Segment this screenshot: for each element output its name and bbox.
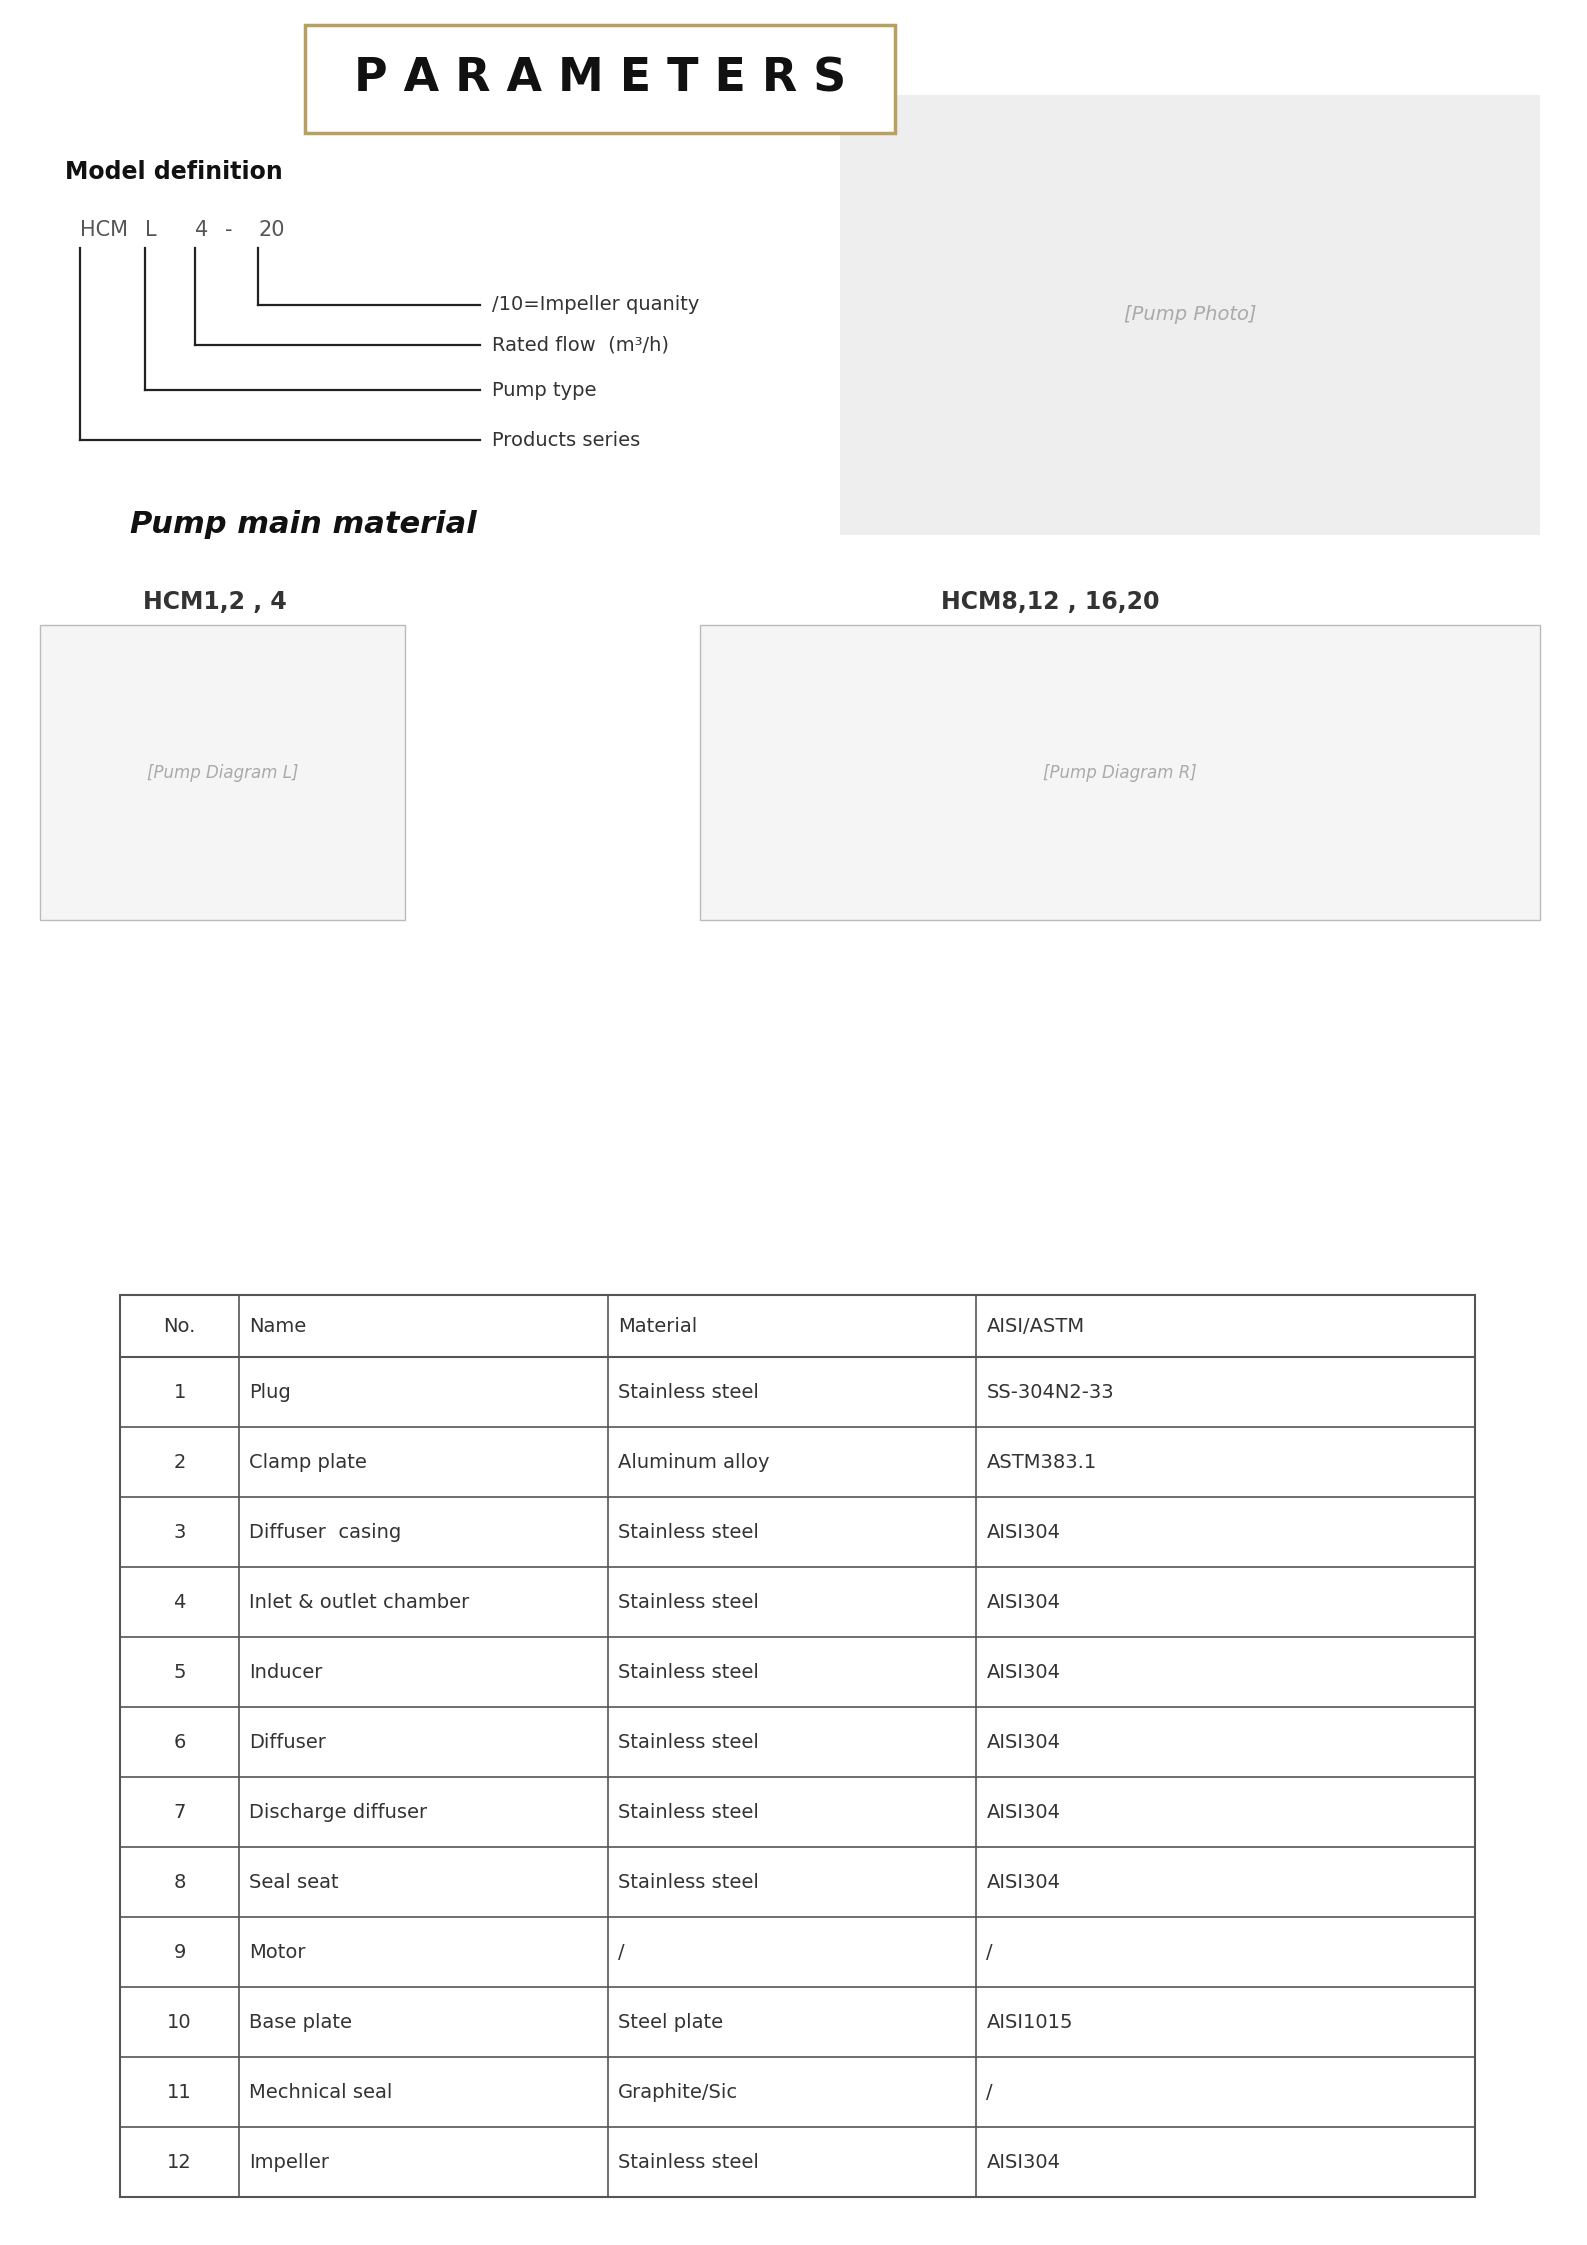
Text: Stainless steel: Stainless steel: [617, 1522, 759, 1542]
Text: 6: 6: [173, 1733, 186, 1751]
Bar: [700, 624, 1539, 920]
Text: No.: No.: [163, 1316, 195, 1336]
Text: Graphite/Sic: Graphite/Sic: [617, 2083, 738, 2101]
Text: 2: 2: [173, 1453, 186, 1470]
Text: /10=Impeller quanity: /10=Impeller quanity: [492, 296, 700, 314]
Text: ASTM383.1: ASTM383.1: [987, 1453, 1097, 1470]
Text: 1: 1: [173, 1383, 186, 1401]
Text: 20: 20: [259, 220, 284, 240]
Text: SS-304N2-33: SS-304N2-33: [987, 1383, 1114, 1401]
Text: P A R A M E T E R S: P A R A M E T E R S: [354, 56, 846, 101]
Text: Name: Name: [249, 1316, 306, 1336]
Text: Material: Material: [617, 1316, 697, 1336]
Text: /: /: [617, 1942, 624, 1962]
Text: /: /: [987, 2083, 993, 2101]
Text: Mechnical seal: Mechnical seal: [249, 2083, 392, 2101]
Text: Stainless steel: Stainless steel: [617, 1592, 759, 1612]
Text: 3: 3: [173, 1522, 186, 1542]
Text: HCM1,2 , 4: HCM1,2 , 4: [143, 590, 287, 613]
Text: Motor: Motor: [249, 1942, 306, 1962]
Text: Diffuser: Diffuser: [249, 1733, 325, 1751]
Text: Plug: Plug: [249, 1383, 290, 1401]
Text: Stainless steel: Stainless steel: [617, 1733, 759, 1751]
Text: Stainless steel: Stainless steel: [617, 1383, 759, 1401]
Text: [Pump Photo]: [Pump Photo]: [1124, 305, 1257, 326]
Text: L: L: [144, 220, 157, 240]
Text: 10: 10: [167, 2012, 192, 2032]
Text: AISI/ASTM: AISI/ASTM: [987, 1316, 1084, 1336]
Text: [Pump Diagram R]: [Pump Diagram R]: [1043, 763, 1197, 781]
Bar: [40, 624, 405, 920]
Text: Clamp plate: Clamp plate: [249, 1453, 367, 1470]
Text: 4: 4: [173, 1592, 186, 1612]
Text: Rated flow  (m³/h): Rated flow (m³/h): [492, 335, 670, 355]
Text: AISI304: AISI304: [987, 1592, 1060, 1612]
Bar: [305, 25, 895, 132]
Text: Stainless steel: Stainless steel: [617, 1872, 759, 1893]
Text: HCM8,12 , 16,20: HCM8,12 , 16,20: [941, 590, 1159, 613]
Text: 11: 11: [167, 2083, 192, 2101]
Text: /: /: [987, 1942, 993, 1962]
Text: Inducer: Inducer: [249, 1664, 322, 1682]
Text: 9: 9: [173, 1942, 186, 1962]
Text: Impeller: Impeller: [249, 2153, 329, 2171]
Text: 4: 4: [195, 220, 208, 240]
Text: Discharge diffuser: Discharge diffuser: [249, 1803, 427, 1821]
Text: Inlet & outlet chamber: Inlet & outlet chamber: [249, 1592, 470, 1612]
Text: AISI304: AISI304: [987, 2153, 1060, 2171]
Text: AISI304: AISI304: [987, 1803, 1060, 1821]
Text: AISI304: AISI304: [987, 1664, 1060, 1682]
Text: Pump type: Pump type: [492, 379, 597, 400]
Text: Steel plate: Steel plate: [617, 2012, 724, 2032]
Text: Stainless steel: Stainless steel: [617, 1803, 759, 1821]
Text: Base plate: Base plate: [249, 2012, 352, 2032]
Text: AISI304: AISI304: [987, 1872, 1060, 1893]
Text: Model definition: Model definition: [65, 159, 282, 184]
Text: 7: 7: [173, 1803, 186, 1821]
Text: Stainless steel: Stainless steel: [617, 2153, 759, 2171]
Text: 12: 12: [167, 2153, 192, 2171]
Text: [Pump Diagram L]: [Pump Diagram L]: [146, 763, 298, 781]
Text: Aluminum alloy: Aluminum alloy: [617, 1453, 770, 1470]
Text: 5: 5: [173, 1664, 186, 1682]
Text: Stainless steel: Stainless steel: [617, 1664, 759, 1682]
Text: 8: 8: [173, 1872, 186, 1893]
Text: AISI1015: AISI1015: [987, 2012, 1073, 2032]
Text: AISI304: AISI304: [987, 1733, 1060, 1751]
Text: HCM: HCM: [79, 220, 129, 240]
Bar: [121, 1295, 1474, 2198]
Text: AISI304: AISI304: [987, 1522, 1060, 1542]
Text: Products series: Products series: [492, 431, 640, 449]
Text: Pump main material: Pump main material: [130, 510, 476, 539]
Text: Diffuser  casing: Diffuser casing: [249, 1522, 402, 1542]
Text: Seal seat: Seal seat: [249, 1872, 340, 1893]
Bar: [840, 94, 1539, 534]
Text: -: -: [225, 220, 233, 240]
